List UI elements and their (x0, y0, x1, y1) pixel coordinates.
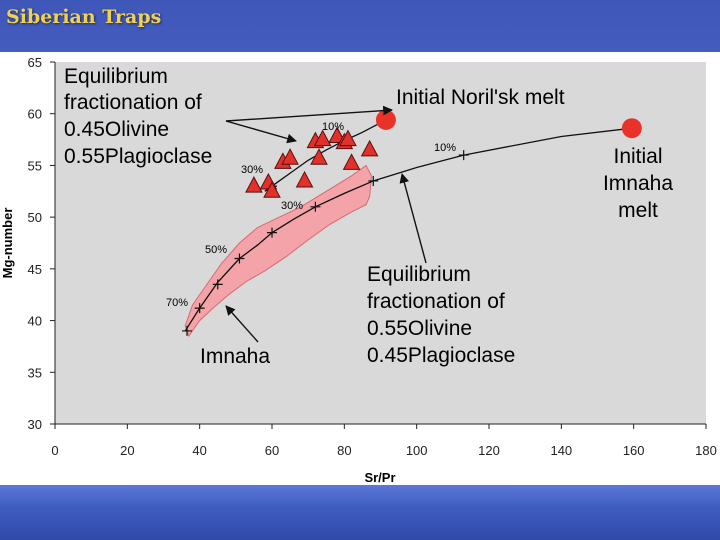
x-tick-label-0: 0 (51, 443, 58, 458)
x-tick-label-160: 160 (623, 443, 645, 458)
annotation-ol45-line4: 0.55Plagioclase (64, 145, 212, 168)
annotation-ol55-line4: 0.45Plagioclase (367, 344, 515, 367)
annotation-imnaha-field: Imnaha (200, 345, 270, 368)
pct-upper-10: 10% (322, 121, 344, 133)
curve-2-tick-mark-6 (212, 279, 223, 290)
curve-2-tick-mark-7 (194, 303, 205, 314)
curve-2-tick-mark-4 (267, 227, 277, 238)
pct-lower-30: 30% (281, 200, 303, 212)
x-tick-label-20: 20 (120, 443, 134, 458)
y-tick-label-35: 35 (28, 365, 42, 380)
annotation-ol55-line2: fractionation of (367, 290, 505, 313)
x-tick-label-100: 100 (406, 443, 428, 458)
sample-triangle-9 (313, 129, 332, 147)
pct-upper-30: 30% (241, 164, 263, 176)
sample-triangle-1 (245, 176, 263, 193)
sample-triangle-5 (281, 148, 299, 165)
y-tick-label-40: 40 (28, 314, 42, 329)
arrow-ol45-to-point (225, 105, 393, 122)
arrow-ol45-to-curve (225, 120, 297, 144)
x-tick-label-120: 120 (478, 443, 500, 458)
imnaha-field-polygon (184, 164, 372, 338)
y-tick-label-50: 50 (28, 210, 42, 225)
annotation-ol55-line1: Equilibrium (367, 263, 471, 286)
annotation-ol45-line2: fractionation of (64, 91, 202, 114)
annotation-imnaha-melt-line1: Initial (613, 145, 662, 168)
curve-2-tick-mark-5 (234, 253, 245, 264)
y-tick-label-55: 55 (28, 158, 42, 173)
sample-triangle-6 (295, 170, 314, 188)
sample-triangle-8 (310, 148, 328, 165)
y-tick-label-60: 60 (28, 107, 42, 122)
arrow-imnaha-to-field (225, 305, 259, 343)
curve-2-tick-mark-1 (458, 150, 469, 161)
sample-triangle-14 (360, 139, 379, 157)
initial-melt-point-1 (375, 109, 396, 130)
sample-triangle-13 (342, 153, 361, 170)
x-axis-label: Sr/Pr (364, 470, 395, 485)
y-tick-label-65: 65 (28, 55, 42, 70)
y-tick-label-45: 45 (28, 262, 42, 277)
y-axis-label: Mg-number (0, 208, 15, 279)
annotation-ol55-line3: 0.55Olivine (367, 317, 472, 340)
pct-lower-50: 50% (205, 244, 227, 256)
arrow-ol55-to-curve (399, 173, 427, 264)
x-tick-label-140: 140 (550, 443, 572, 458)
annotation-imnaha-melt-line2: Imnaha (603, 172, 673, 195)
background-water (0, 485, 720, 540)
pct-lower-70: 70% (166, 297, 188, 309)
annotation-imnaha-melt-line3: melt (618, 199, 658, 222)
x-tick-label-40: 40 (192, 443, 206, 458)
x-tick-label-80: 80 (337, 443, 351, 458)
curve-2-tick-mark-3 (310, 201, 321, 212)
slide-title: Siberian Traps (6, 6, 162, 28)
annotation-ol45-line1: Equilibrium (64, 65, 168, 88)
y-tick-label-30: 30 (28, 417, 42, 432)
sample-triangle-3 (263, 181, 281, 198)
fractionation-curve-2 (184, 127, 632, 332)
pct-lower-10: 10% (434, 142, 456, 154)
annotation-initial-norilsk: Initial Noril'sk melt (396, 86, 565, 109)
annotation-ol45-line3: 0.45Olivine (64, 118, 169, 141)
sample-triangle-12 (339, 129, 357, 147)
x-tick-label-180: 180 (695, 443, 717, 458)
initial-melt-point-2 (621, 118, 642, 139)
x-tick-label-60: 60 (265, 443, 279, 458)
curve-2-tick-mark-2 (368, 175, 379, 186)
curve-2-tick-mark-8 (182, 325, 193, 336)
